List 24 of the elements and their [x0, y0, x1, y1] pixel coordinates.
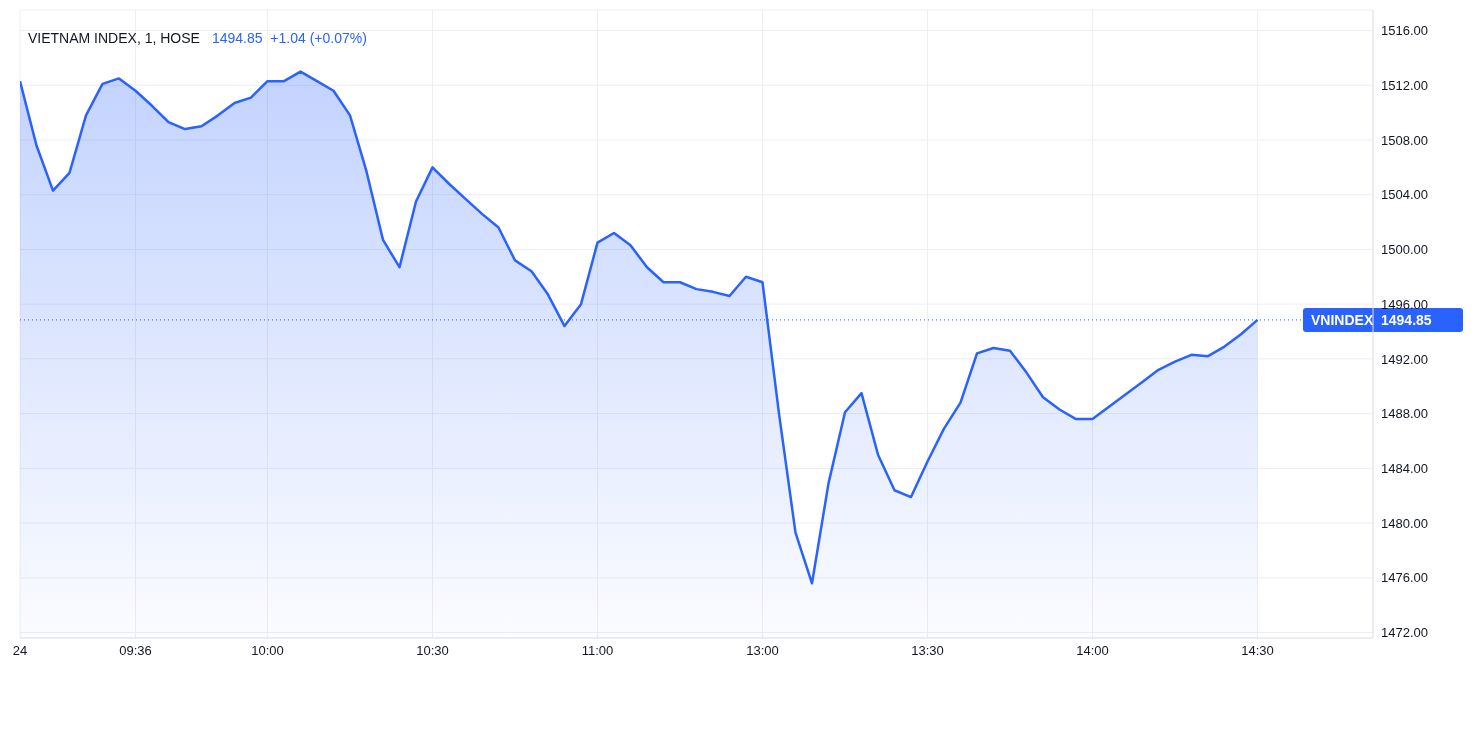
y-tick-label: 1500.00: [1381, 242, 1428, 258]
y-tick-label: 1512.00: [1381, 77, 1428, 93]
y-tick-label: 1504.00: [1381, 187, 1428, 203]
y-tick-label: 1516.00: [1381, 23, 1428, 39]
text: 1494.85 +1.04 (+0.07%): [211, 30, 367, 46]
text: VIETNAM INDEX, 1, HOSE: [28, 30, 200, 46]
x-tick-label: 14:30: [1241, 643, 1274, 659]
y-tick-label: 1488.00: [1381, 406, 1428, 422]
x-tick-label: 11:00: [581, 643, 614, 659]
y-tick-label: 1492.00: [1381, 351, 1428, 367]
x-tick-label: 10:00: [251, 643, 284, 659]
x-tick-label: 09:36: [119, 643, 152, 659]
x-tick-label: 24: [12, 643, 28, 659]
x-tick-label: 14:00: [1076, 643, 1109, 659]
x-tick-label: 10:30: [416, 643, 449, 659]
y-tick-label: 1484.00: [1381, 460, 1428, 476]
x-tick-label: 13:00: [746, 643, 779, 659]
y-tick-label: 1472.00: [1381, 625, 1428, 641]
y-tick-label: 1476.00: [1381, 570, 1428, 586]
x-tick-label: 13:30: [911, 643, 944, 659]
y-tick-label: 1480.00: [1381, 515, 1428, 531]
y-tick-label: 1508.00: [1381, 132, 1428, 148]
ref-line-label: VNINDEX 1494.85: [1311, 311, 1432, 328]
y-tick-label: 1496.00: [1381, 296, 1428, 312]
